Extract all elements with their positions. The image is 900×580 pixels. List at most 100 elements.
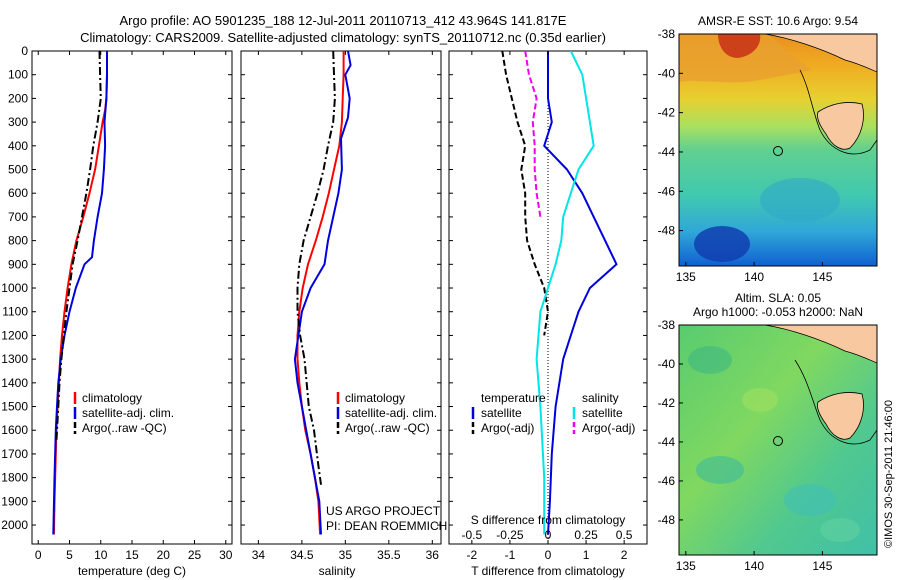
sst-hot-patch [718,34,761,58]
sst-map [678,33,878,267]
sla-argo-marker [773,436,783,446]
x-tick-label: 5 [66,548,73,562]
x-tick-label: -1 [505,548,516,562]
sst-cool-eddy [694,226,750,262]
depth-tick-label: 1300 [1,352,28,366]
map-x-tick-label: 145 [812,270,832,284]
x-tick-label: 15 [125,548,139,562]
sla-map-frame [678,324,878,556]
legend-title-temperature: temperature [481,391,546,405]
top-x-tick-label: -0.25 [496,528,524,542]
sla-patch-b [742,388,778,412]
map-y-tick-label: -38 [658,318,676,332]
series-line-salinity-satellite [535,51,595,535]
sst-shelf-contour [799,69,878,155]
series-line-salinity-argo-adj- [524,51,542,218]
legend-label-argo: Argo(..raw -QC) [82,421,167,435]
series-line-satellite-adj-clim- [293,51,352,535]
sla-patch-d [784,484,836,516]
legend-label-satellite: satellite-adj. clim. [82,406,174,420]
sst-tasmania [817,102,864,150]
x-tick-label: 0 [35,548,42,562]
depth-tick-label: 1500 [1,400,28,414]
x-tick-label: 34 [252,548,266,562]
map-x-tick-label: 135 [676,270,696,284]
project-annotation-line2: PI: DEAN ROEMMICH [326,519,447,533]
depth-tick-label: 300 [8,115,28,129]
x-tick-label: 35 [339,548,353,562]
map-y-tick-label: -48 [658,513,676,527]
salinity-axes [240,50,442,545]
x-tick-label: 25 [188,548,202,562]
map-y-tick-label: -48 [658,224,676,238]
depth-tick-label: 1700 [1,447,28,461]
top-x-tick-label: 0 [545,528,552,542]
map-y-tick-label: -42 [658,106,676,120]
sla-coastline-mainland [764,324,878,364]
depth-tick-label: 1000 [1,281,28,295]
map-x-tick-label: 135 [676,559,696,573]
x-tick-label: 2 [621,548,628,562]
x-tick-label: 10 [94,548,108,562]
depth-tick-label: 2000 [1,518,28,532]
depth-tick-label: 1800 [1,471,28,485]
x-tick-label: -2 [467,548,478,562]
series-line-satellite-adj-clim- [52,51,108,535]
sla-map [678,324,878,556]
sst-warm-patch [679,34,812,83]
depth-tick-label: 1600 [1,423,28,437]
depth-tick-label: 200 [8,91,28,105]
figure-title-line1: Argo profile: AO 5901235_188 12-Jul-2011… [120,13,567,28]
x-tick-label: 34.5 [290,548,314,562]
legend-label-sal-argo: Argo(-adj) [582,421,635,435]
legend-label-sal-satellite: satellite [582,406,623,420]
map-x-tick-label: 140 [744,270,764,284]
legend-title-salinity: salinity [582,391,619,405]
sla-patch-a [688,346,732,374]
legend-label-climatology: climatology [345,391,405,405]
sst-cool-patch [760,178,840,222]
top-x-tick-label: -0.5 [462,528,483,542]
series-line-argo-raw-qc- [296,51,336,485]
salinity-legend: climatology satellite-adj. clim. Argo(..… [336,391,437,435]
salinity-plot [293,51,352,535]
depth-tick-label: 1100 [2,305,28,319]
x-tick-label: 30 [219,548,233,562]
x-tick-label: 20 [157,548,171,562]
legend-label-climatology: climatology [82,391,142,405]
x-tick-label: 1 [583,548,590,562]
temperature-axes [31,50,233,545]
legend-label-argo: Argo(..raw -QC) [345,421,430,435]
series-line-climatology [296,51,345,535]
difference-legend: temperature satellite Argo(-adj) salinit… [471,391,635,435]
sst-map-title: AMSR-E SST: 10.6 Argo: 9.54 [698,14,858,28]
depth-tick-label: 1900 [1,494,28,508]
top-x-tick-label: 0.5 [616,528,633,542]
map-x-tick-label: 140 [744,559,764,573]
depth-tick-label: 1200 [1,328,28,342]
depth-tick-label: 0 [21,44,28,58]
depth-axis: 0 100 200 300 400 500 600 700 800 900 1000 1100 1200… [1,44,647,532]
map-y-tick-label: -40 [658,66,676,80]
sla-patch-e [820,518,860,542]
sla-patch-c [696,456,744,484]
temperature-xlabel: temperature (deg C) [78,564,186,578]
map-y-tick-label: -44 [658,435,676,449]
legend-label-temp-satellite: satellite [481,406,522,420]
legend-label-satellite: satellite-adj. clim. [345,406,437,420]
map-y-tick-label: -42 [658,396,676,410]
depth-tick-label: 1400 [1,376,28,390]
top-x-tick-label: 0.25 [574,528,598,542]
depth-tick-label: 800 [8,234,28,248]
credit-text: ©IMOS 30-Sep-2011 21:46:00 [883,400,895,548]
map-x-tick-label: 145 [812,559,832,573]
x-tick-label: 36 [426,548,440,562]
series-line-temperature-argo-adj- [501,51,549,336]
difference-xlabel: T difference from climatology [471,564,625,578]
x-tick-labels: 0 5 10 15 20 25 30 34 34.5 35 35.5 36 -2 -1 0 1 2 -0.5 -0.… [35,51,633,562]
series-line-argo-raw-qc- [55,51,102,443]
x-tick-label: 35.5 [377,548,401,562]
salinity-xlabel: salinity [319,564,356,578]
temperature-plot [52,51,108,535]
